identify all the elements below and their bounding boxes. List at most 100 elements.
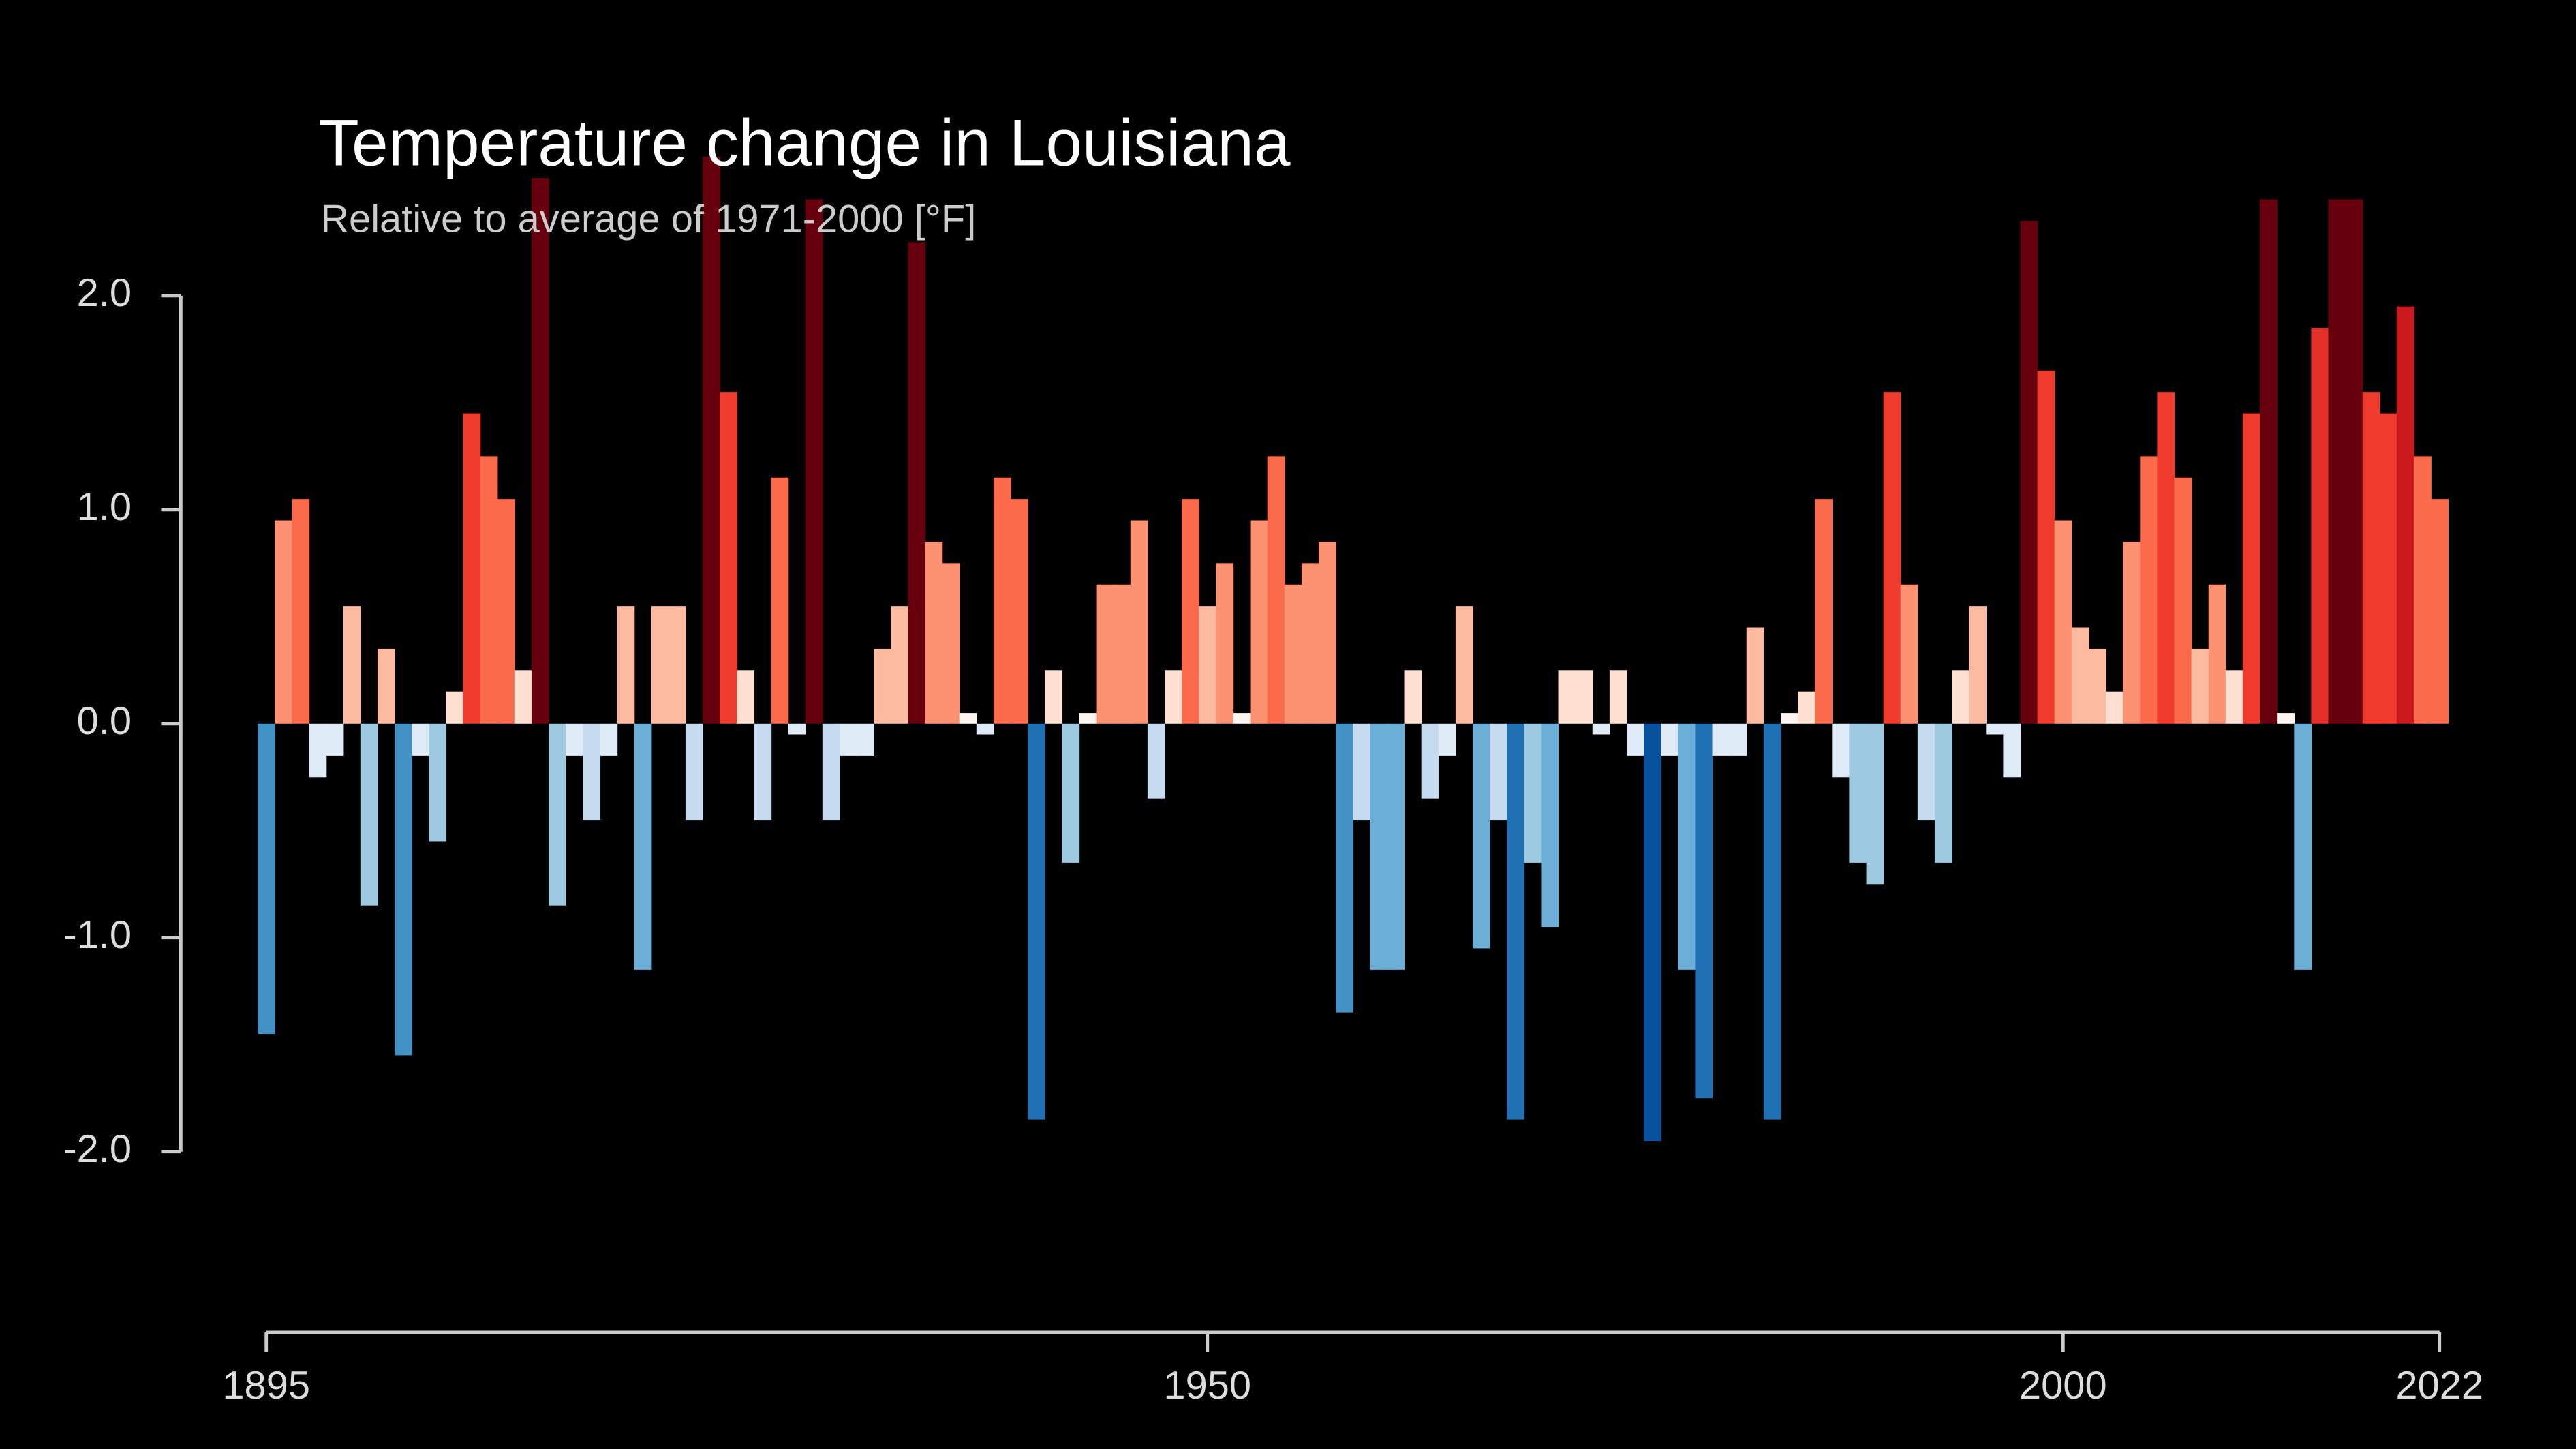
bar [2431,499,2449,724]
bar [395,723,412,1056]
bar [1644,723,1661,1142]
bar [1575,670,1593,724]
bar [326,723,344,756]
bar [2174,477,2192,724]
bar [309,723,327,778]
bar [2328,199,2346,724]
bar [805,199,823,724]
bar [1883,392,1901,724]
y-tick-label: -1.0 [63,913,132,957]
bar [549,723,566,906]
bar [2020,220,2038,724]
bar [857,723,874,756]
bar [600,723,618,756]
bar [463,413,481,724]
bar [292,499,310,724]
bar [2106,691,2123,724]
bar [634,723,652,970]
bar [1370,723,1388,970]
bar [1336,723,1353,1013]
bar [1798,691,1815,724]
bar [514,670,532,724]
bar [2277,713,2295,724]
bar [1678,723,1696,970]
bar [2157,392,2175,724]
bar [1216,563,1234,724]
bar [737,670,755,724]
bar [566,723,583,756]
bar [1250,520,1268,724]
bar [2191,648,2209,724]
bar [1438,723,1456,756]
bar [1729,723,1747,756]
bar [976,723,994,735]
bar [2242,413,2260,724]
bar [1900,584,1918,724]
bar [839,723,857,756]
bar [1182,499,1199,724]
bar [1661,723,1679,756]
bar [1045,670,1063,724]
bar [343,606,361,724]
bar [1952,670,1969,724]
bar [360,723,378,906]
bar [1421,723,1439,799]
bar [1113,584,1131,724]
bar [1404,670,1422,724]
bar [1490,723,1507,821]
bar [685,723,703,821]
bar [1866,723,1884,885]
bar [874,648,891,724]
y-tick-label: 1.0 [77,485,132,529]
bar [1763,723,1781,1120]
bar [1301,563,1319,724]
bar [480,456,498,724]
bar [908,242,926,724]
bar [1746,627,1764,724]
bar [2414,456,2432,724]
chart-title: Temperature change in Louisiana [319,106,1291,179]
bar [925,541,943,724]
bar [1353,723,1371,821]
bar [275,520,293,724]
bar [754,723,772,821]
bar [1472,723,1490,949]
bar [2396,306,2414,724]
bar [1934,723,1952,863]
bar [2345,199,2363,724]
bar [1592,723,1610,735]
bar [1267,456,1285,724]
bar [583,723,601,821]
bar [497,499,515,724]
bar [1507,723,1525,1120]
bar [2208,584,2226,724]
bar [2088,648,2106,724]
bar [1849,723,1867,863]
bar [2037,370,2055,724]
bar [2140,456,2158,724]
bar [1558,670,1576,724]
bar [720,392,737,724]
x-tick-label: 1950 [1163,1364,1251,1407]
bar [1832,723,1850,778]
bar [429,723,447,842]
bar [959,713,977,724]
bar [2225,670,2243,724]
bar [1541,723,1559,928]
bars [258,156,2449,1142]
bar [2003,723,2021,778]
y-tick-label: -2.0 [63,1127,132,1171]
bar [2362,392,2380,724]
bar [2054,520,2072,724]
bar [668,606,686,724]
bar [1233,713,1251,724]
bar [1147,723,1165,799]
bar [1387,723,1405,970]
bar [2123,541,2141,724]
bar [1011,499,1028,724]
bar [1455,606,1473,724]
y-tick-label: 0.0 [77,699,132,743]
bar [1712,723,1730,756]
